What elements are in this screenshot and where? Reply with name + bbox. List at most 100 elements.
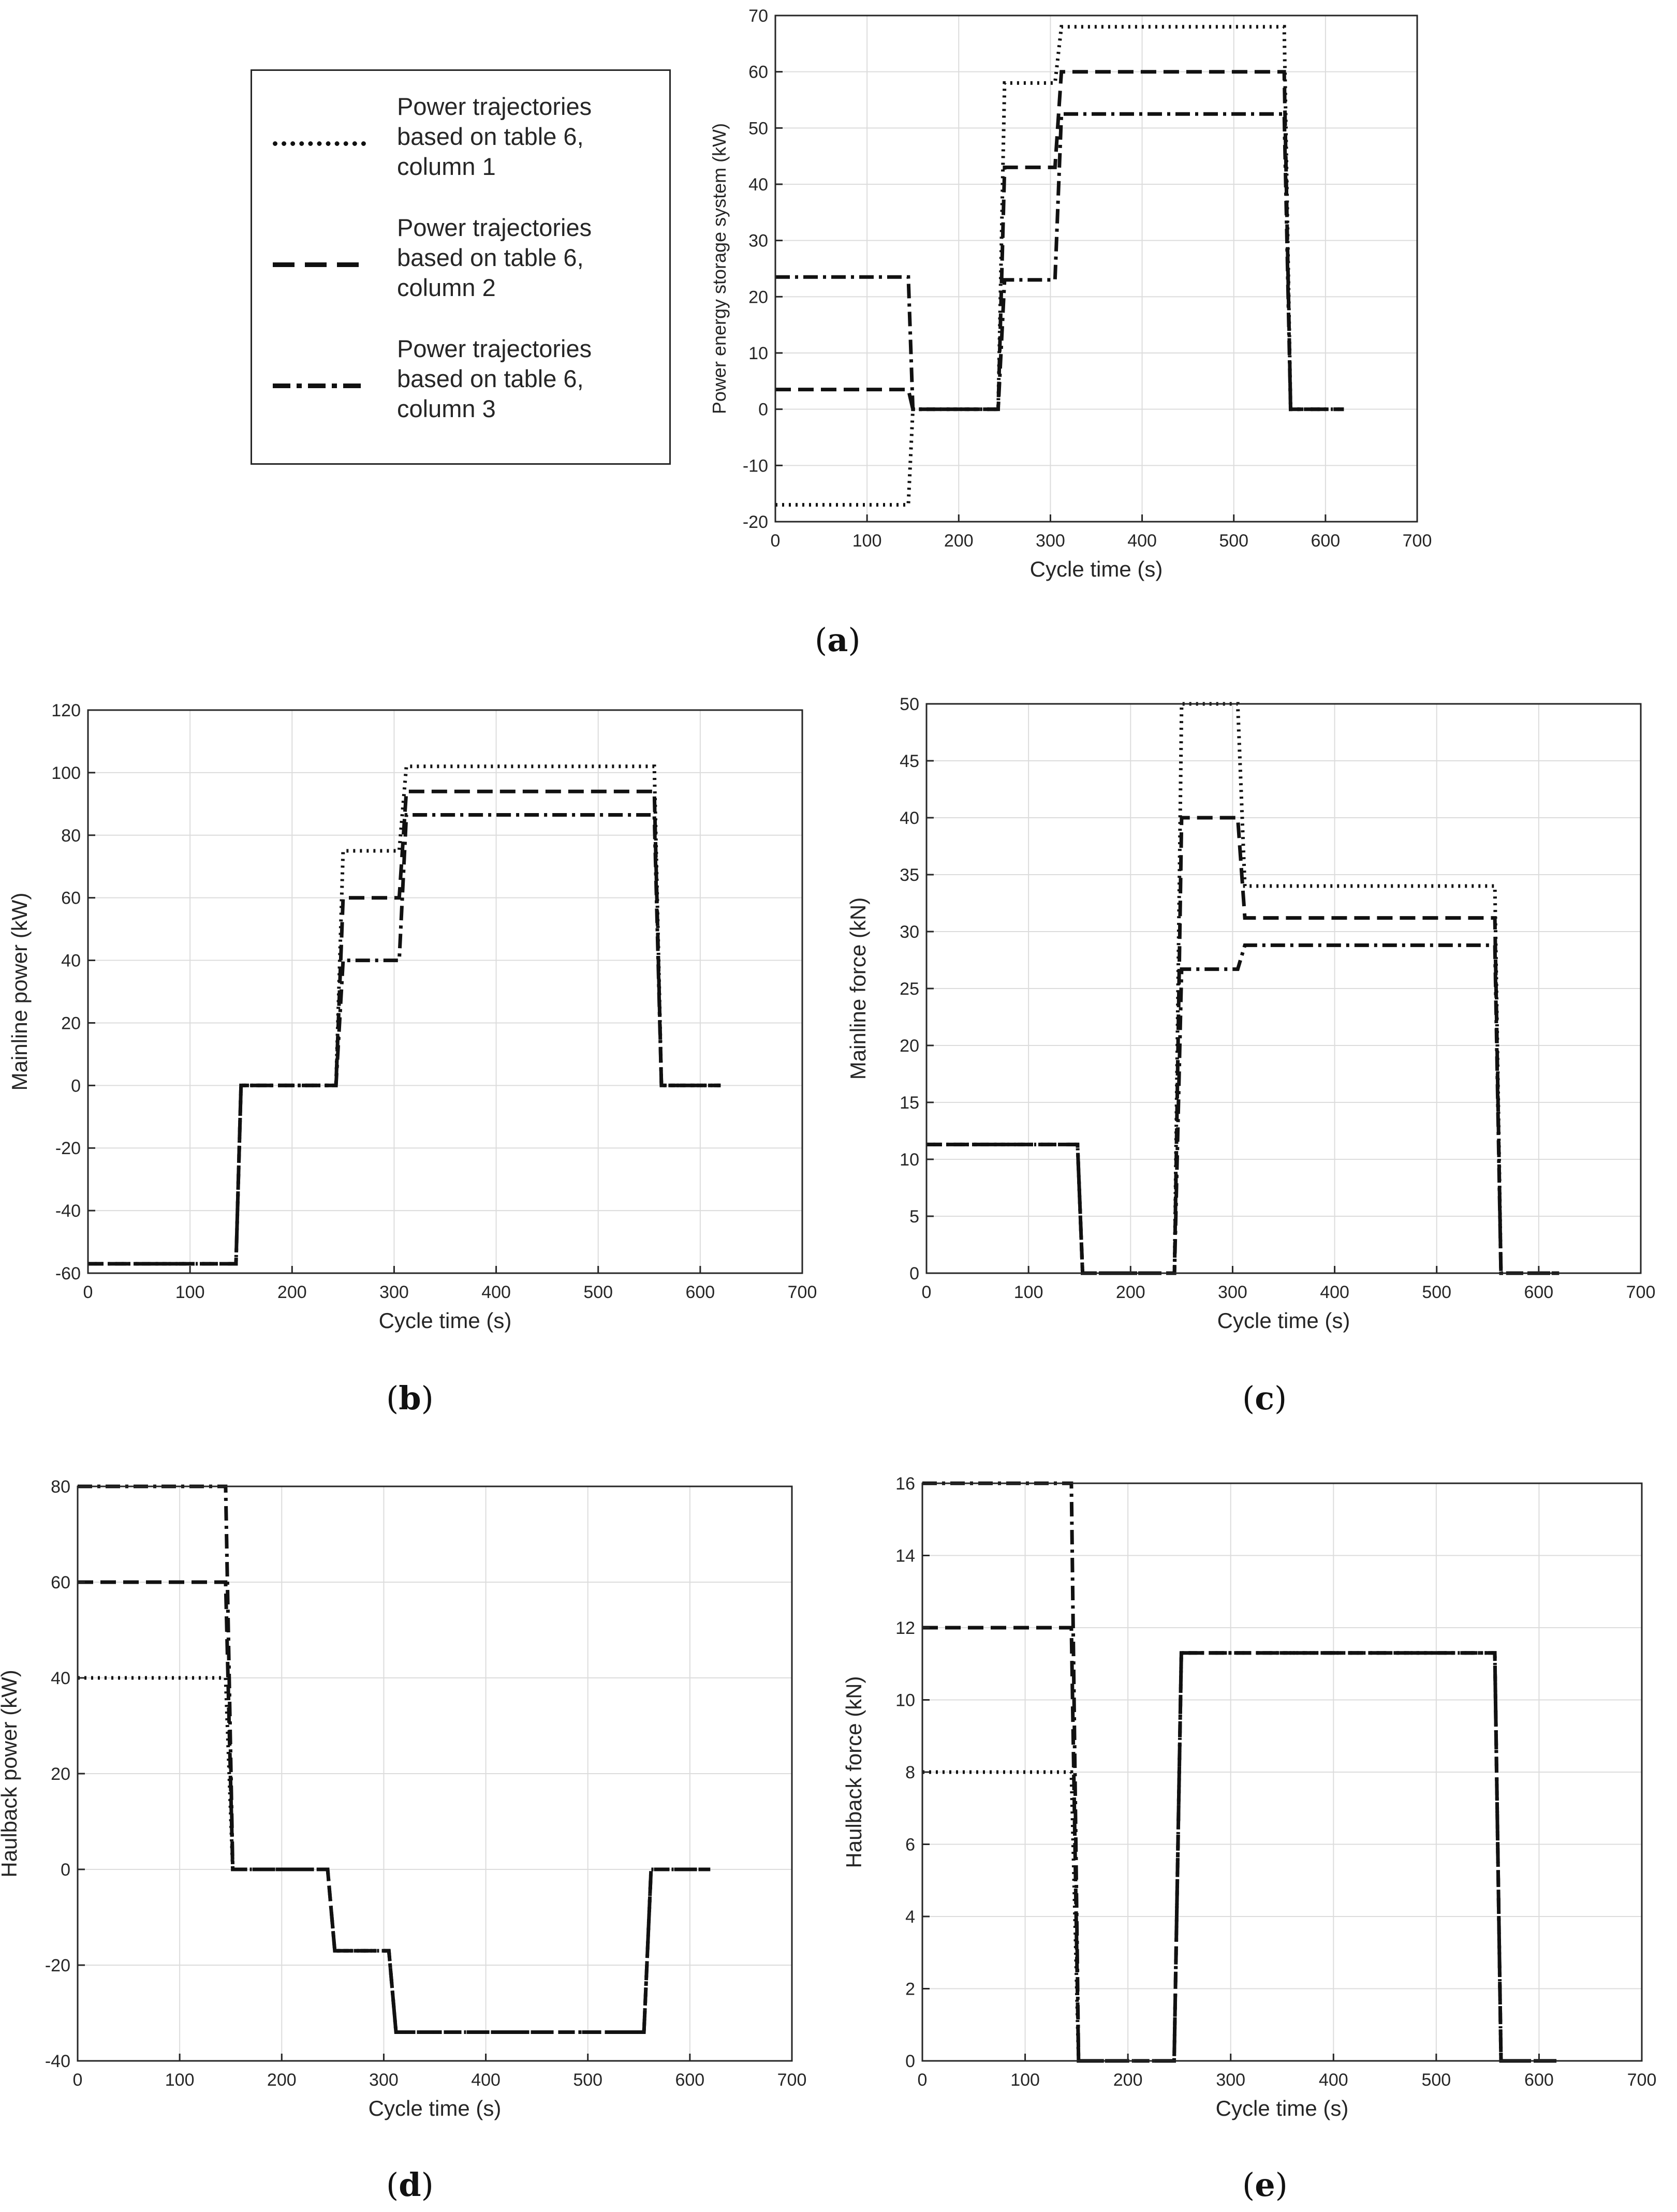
legend-line-dashdot <box>273 384 366 388</box>
chart-b-ytick-label: 20 <box>61 1013 81 1033</box>
chart-c-xtick-label: 0 <box>922 1282 932 1302</box>
legend-entry-3-line-1: Power trajectories <box>397 335 592 362</box>
chart-c-xtick-label: 700 <box>1626 1282 1656 1302</box>
chart-c: 0 100 200 300 400 500 600 700 0 5 10 15 20 25 30 35 40 45… <box>846 695 1655 1333</box>
chart-b-frame <box>87 709 803 1274</box>
chart-d-ylabel: Haulback power (kW) <box>0 1670 21 1877</box>
chart-b-xtick-label: 0 <box>83 1282 93 1302</box>
chart-c-ytick-label: 40 <box>900 808 919 828</box>
chart-a-xtick-label: 500 <box>1219 531 1248 551</box>
chart-b-ytick-label: 80 <box>61 826 81 846</box>
legend-entry-3-line-3: column 3 <box>397 395 496 422</box>
chart-b-ytick-label: 0 <box>71 1076 81 1096</box>
chart-e-xtick-label: 500 <box>1421 2070 1451 2090</box>
legend-entry-2: Power trajectories based on table 6, col… <box>397 213 666 303</box>
chart-b-xlabel: Cycle time (s) <box>379 1308 512 1333</box>
chart-a-ytick-label: -20 <box>743 512 768 532</box>
chart-a-xtick-label: 0 <box>771 531 781 551</box>
chart-c-ytick-label: 20 <box>900 1036 919 1056</box>
chart-a-ytick-label: 50 <box>748 119 768 138</box>
chart-d-ytick-label: 20 <box>51 1764 70 1784</box>
chart-a-plot-area <box>775 16 1417 522</box>
chart-a-xlabel: Cycle time (s) <box>1030 557 1163 581</box>
chart-d-ytick-label: -40 <box>45 2052 70 2071</box>
legend-line-dashed <box>273 262 366 267</box>
chart-d-ytick-label: 80 <box>51 1477 70 1497</box>
legend-entry-1-line-1: Power trajectories <box>397 93 592 120</box>
chart-a-ytick-label: 60 <box>748 63 768 82</box>
chart-c-xtick-label: 100 <box>1014 1282 1043 1302</box>
chart-c-ytick-label: 30 <box>900 922 919 942</box>
chart-d: 0 100 200 300 400 500 600 700 -40 -20 0 20 40 60 80 Cyc… <box>0 1477 806 2120</box>
panel-label-a: (a) <box>815 621 861 659</box>
chart-e-xlabel: Cycle time (s) <box>1216 2096 1349 2120</box>
chart-e-ytick-label: 2 <box>905 1980 915 1999</box>
chart-b-xtick-label: 300 <box>379 1282 409 1302</box>
chart-e-ytick-label: 4 <box>905 1907 915 1927</box>
chart-a-ylabel: Power energy storage system (kW) <box>709 123 730 414</box>
chart-b-ylabel: Mainline power (kW) <box>7 893 32 1091</box>
legend-entry-3: Power trajectories based on table 6, col… <box>397 334 666 424</box>
chart-a-frame <box>774 14 1418 523</box>
panel-label-b: (b) <box>386 1379 434 1417</box>
chart-a-ytick-label: 30 <box>748 231 768 251</box>
legend-line-dotted <box>273 141 366 146</box>
chart-e-ytick-label: 16 <box>895 1474 915 1494</box>
chart-d-ytick-label: -20 <box>45 1956 70 1975</box>
chart-a-ytick-label: 10 <box>748 344 768 363</box>
chart-e-xtick-label: 400 <box>1319 2070 1348 2090</box>
panel-label-e: (e) <box>1242 2166 1288 2204</box>
legend: Power trajectories based on table 6, col… <box>251 69 671 465</box>
chart-d-ytick-label: 60 <box>51 1573 70 1592</box>
chart-b-ytick-label: -40 <box>55 1201 81 1221</box>
chart-e-ytick-label: 14 <box>895 1546 915 1566</box>
chart-b-ytick-label: 120 <box>51 701 81 720</box>
chart-b-ytick-label: 60 <box>61 889 81 908</box>
legend-entry-2-line-1: Power trajectories <box>397 214 592 241</box>
chart-d-xtick-label: 0 <box>73 2070 83 2090</box>
chart-c-ytick-label: 35 <box>900 865 919 885</box>
chart-e-xtick-label: 700 <box>1627 2070 1657 2090</box>
chart-b-xtick-label: 700 <box>788 1282 817 1302</box>
chart-c-ytick-label: 25 <box>900 979 919 999</box>
chart-e-xtick-label: 0 <box>918 2070 928 2090</box>
chart-a-xtick-label: 400 <box>1127 531 1157 551</box>
chart-d-series-3-line <box>78 1484 711 2034</box>
chart-c-xlabel: Cycle time (s) <box>1217 1308 1350 1333</box>
chart-e-ytick-label: 8 <box>905 1763 915 1782</box>
chart-c-xtick-label: 600 <box>1524 1282 1553 1302</box>
chart-d-series-1-line <box>78 1676 711 2034</box>
chart-a-ytick-label: 0 <box>758 400 768 420</box>
chart-c-xtick-label: 300 <box>1218 1282 1247 1302</box>
chart-a-series-2-line <box>775 70 1344 411</box>
chart-b-ytick-label: 40 <box>61 951 81 971</box>
chart-a-ytick-label: 20 <box>748 287 768 307</box>
chart-a-series-3-line <box>775 112 1344 411</box>
chart-e-xtick-label: 300 <box>1216 2070 1245 2090</box>
chart-e-series-3-line <box>922 1481 1560 2063</box>
chart-e-ytick-label: 12 <box>895 1618 915 1638</box>
chart-d-ytick-label: 0 <box>61 1860 70 1880</box>
chart-c-xtick-label: 400 <box>1320 1282 1349 1302</box>
chart-d-xlabel: Cycle time (s) <box>369 2096 502 2120</box>
chart-c-series-3-line <box>926 943 1560 1275</box>
chart-a-xtick-label: 200 <box>944 531 974 551</box>
chart-d-xtick-label: 300 <box>369 2070 399 2090</box>
legend-entry-1: Power trajectories based on table 6, col… <box>397 92 666 182</box>
chart-a-xtick-label: 100 <box>852 531 882 551</box>
chart-d-xtick-label: 100 <box>165 2070 195 2090</box>
chart-c-ylabel: Mainline force (kN) <box>846 897 870 1080</box>
chart-a: 0 100 200 300 400 500 600 700 -20 -10 0 10 20 30 40 50 6… <box>709 6 1432 581</box>
legend-entry-2-line-2: based on table 6, <box>397 244 584 271</box>
legend-entry-2-line-3: column 2 <box>397 274 496 301</box>
chart-b-xtick-label: 400 <box>481 1282 511 1302</box>
chart-c-ytick-label: 10 <box>900 1150 919 1170</box>
chart-b-ytick-label: -20 <box>55 1139 81 1158</box>
chart-a-ytick-label: -10 <box>743 456 768 476</box>
chart-e-ylabel: Haulback force (kN) <box>842 1676 866 1868</box>
chart-c-ytick-label: 50 <box>900 695 919 714</box>
chart-b-plot-area <box>88 710 802 1273</box>
panel-label-c: (c) <box>1242 1379 1287 1417</box>
chart-b-series-3-line <box>88 813 721 1266</box>
